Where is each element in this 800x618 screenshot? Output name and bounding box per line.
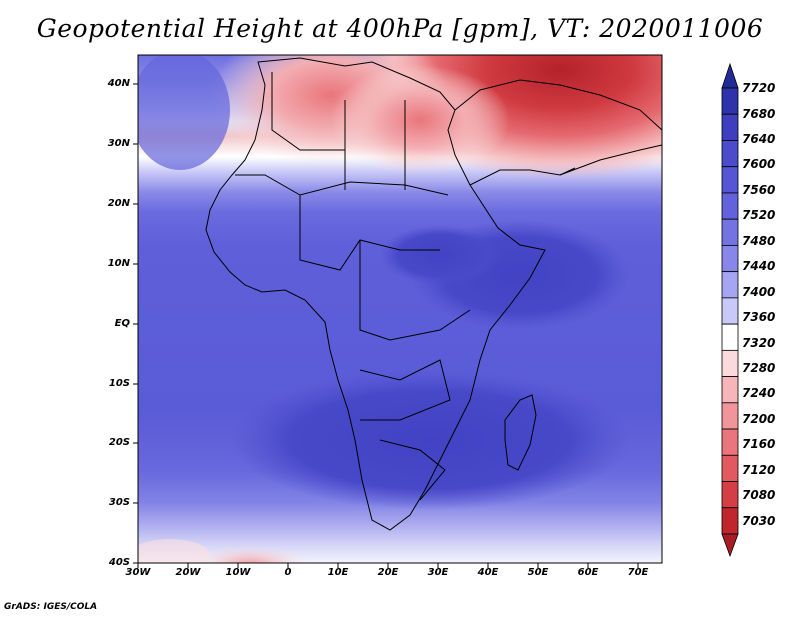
height-field <box>138 55 662 563</box>
lat-label-40s: 40S <box>108 557 130 568</box>
colorbar-swatch <box>721 245 739 273</box>
map-title: Geopotential Height at 400hPa [gpm], VT:… <box>36 14 764 43</box>
colorbar-label: 7480 <box>742 234 776 248</box>
colorbar-swatch <box>721 271 739 299</box>
lat-label-10s: 10S <box>108 378 130 389</box>
lat-label-20n: 20N <box>107 198 130 209</box>
lat-label-eq: EQ <box>114 318 130 329</box>
colorbar-swatch <box>721 140 739 168</box>
lon-label-30w: 30W <box>125 567 151 578</box>
lat-label-40n: 40N <box>107 78 130 89</box>
colorbar-label: 7440 <box>742 259 776 273</box>
lon-label-50e: 50E <box>527 567 549 578</box>
colorbar-swatch <box>721 428 739 456</box>
coastlines <box>205 57 663 531</box>
lon-label-10w: 10W <box>225 567 251 578</box>
colorbar-swatch <box>721 218 739 246</box>
colorbar-swatch <box>721 87 739 115</box>
colorbar-label: 7360 <box>742 310 776 324</box>
lon-label-40e: 40E <box>477 567 499 578</box>
lon-label-70e: 70E <box>627 567 649 578</box>
colorbar-swatch <box>721 376 739 404</box>
grads-credit: GrADS: IGES/COLA <box>4 602 98 612</box>
colorbar-label: 7080 <box>742 488 776 502</box>
plot-frame <box>137 54 663 564</box>
colorbar <box>721 62 739 558</box>
colorbar-label: 7240 <box>742 386 776 400</box>
colorbar-label: 7720 <box>742 81 776 95</box>
colorbar-label: 7280 <box>742 361 776 375</box>
lon-label-20e: 20E <box>377 567 399 578</box>
colorbar-top-arrow <box>721 62 739 89</box>
lon-label-30e: 30E <box>427 567 449 578</box>
colorbar-bottom-arrow <box>721 533 739 558</box>
lat-label-10n: 10N <box>107 258 130 269</box>
lon-label-10e: 10E <box>327 567 349 578</box>
colorbar-swatch <box>721 323 739 351</box>
lat-label-20s: 20S <box>108 437 130 448</box>
colorbar-label: 7320 <box>742 336 776 350</box>
colorbar-label: 7030 <box>742 514 776 528</box>
colorbar-swatch <box>721 349 739 377</box>
lat-label-30n: 30N <box>107 138 130 149</box>
colorbar-swatch <box>721 481 739 509</box>
colorbar-swatch <box>721 297 739 325</box>
lon-label-60e: 60E <box>577 567 599 578</box>
lat-label-30s: 30S <box>108 497 130 508</box>
colorbar-label: 7400 <box>742 285 776 299</box>
colorbar-label: 7200 <box>742 412 776 426</box>
axis-ticks <box>133 83 639 568</box>
colorbar-swatch <box>721 113 739 141</box>
colorbar-label: 7560 <box>742 183 776 197</box>
colorbar-swatch <box>721 507 739 535</box>
lon-label-0: 0 <box>284 567 292 578</box>
colorbar-swatch <box>721 192 739 220</box>
colorbar-swatch <box>721 166 739 194</box>
colorbar-label: 7680 <box>742 107 776 121</box>
colorbar-swatch <box>721 402 739 430</box>
colorbar-label: 7160 <box>742 437 776 451</box>
colorbar-label: 7520 <box>742 208 776 222</box>
colorbar-label: 7600 <box>742 157 776 171</box>
colorbar-swatch <box>721 454 739 482</box>
colorbar-label: 7120 <box>742 463 776 477</box>
colorbar-label: 7640 <box>742 132 776 146</box>
lon-label-20w: 20W <box>175 567 201 578</box>
